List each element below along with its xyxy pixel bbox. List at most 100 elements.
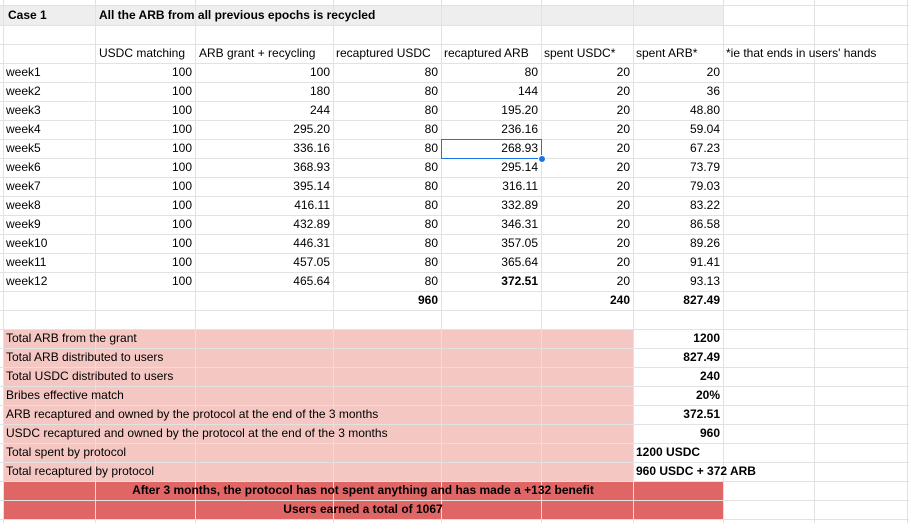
spent-usdc-value[interactable]: 20 [616,198,630,212]
recaptured-usdc-value[interactable]: 80 [424,122,438,136]
col-header-recaptured-usdc[interactable]: recaptured USDC [336,46,431,60]
week-label[interactable]: week11 [6,255,47,269]
spent-arb-value[interactable]: 48.80 [689,103,720,117]
spent-arb-value[interactable]: 83.22 [689,198,720,212]
usdc-matching-value[interactable]: 100 [171,236,192,250]
week-label[interactable]: week5 [6,141,41,155]
recaptured-arb-value[interactable]: 332.89 [501,198,538,212]
recaptured-usdc-value[interactable]: 80 [424,84,438,98]
footnote[interactable]: *ie that ends in users' hands [726,46,877,60]
recaptured-usdc-value[interactable]: 80 [424,255,438,269]
summary-value[interactable]: 1200 [693,331,720,345]
spent-arb-value[interactable]: 86.58 [689,217,720,231]
usdc-matching-value[interactable]: 100 [171,274,192,288]
spent-arb-value[interactable]: 67.23 [689,141,720,155]
usdc-matching-value[interactable]: 100 [171,122,192,136]
recaptured-usdc-value[interactable]: 80 [424,236,438,250]
week-label[interactable]: week6 [6,160,41,174]
week-label[interactable]: week2 [6,84,41,98]
arb-grant-value[interactable]: 446.31 [293,236,330,250]
arb-grant-value[interactable]: 457.05 [293,255,330,269]
summary-label[interactable]: ARB recaptured and owned by the protocol… [6,407,379,421]
arb-grant-value[interactable]: 180 [309,84,330,98]
recaptured-usdc-value[interactable]: 80 [424,65,438,79]
selection-fill-handle[interactable] [538,155,546,163]
summary-value[interactable]: 827.49 [683,350,720,364]
usdc-matching-value[interactable]: 100 [171,217,192,231]
week-label[interactable]: week10 [6,236,48,250]
spent-arb-value[interactable]: 89.26 [689,236,720,250]
conclusion-benefit[interactable]: After 3 months, the protocol has not spe… [132,483,594,497]
recaptured-arb-value[interactable]: 236.16 [501,122,538,136]
total-spent-arb[interactable]: 827.49 [683,293,720,307]
arb-grant-value[interactable]: 416.11 [294,198,330,212]
summary-value[interactable]: 960 USDC + 372 ARB [636,464,756,478]
recaptured-arb-value[interactable]: 372.51 [501,274,538,288]
spent-usdc-value[interactable]: 20 [616,103,630,117]
usdc-matching-value[interactable]: 100 [171,65,192,79]
recaptured-arb-value[interactable]: 365.64 [501,255,538,269]
week-label[interactable]: week4 [6,122,41,136]
recaptured-arb-value[interactable]: 295.14 [501,160,538,174]
recaptured-arb-value[interactable]: 346.31 [501,217,538,231]
recaptured-arb-value[interactable]: 357.05 [501,236,538,250]
spent-usdc-value[interactable]: 20 [616,255,630,269]
spent-arb-value[interactable]: 36 [706,84,720,98]
spent-arb-value[interactable]: 73.79 [689,160,720,174]
summary-label[interactable]: Bribes effective match [6,388,124,402]
recaptured-usdc-value[interactable]: 80 [424,103,438,117]
week-label[interactable]: week1 [6,65,41,79]
recaptured-usdc-value[interactable]: 80 [424,274,438,288]
recaptured-usdc-value[interactable]: 80 [424,198,438,212]
arb-grant-value[interactable]: 295.20 [293,122,330,136]
week-label[interactable]: week3 [6,103,41,117]
conclusion-users-earned[interactable]: Users earned a total of 1067 [283,502,443,516]
arb-grant-value[interactable]: 395.14 [293,179,330,193]
col-header-arb-grant[interactable]: ARB grant + recycling [199,46,316,60]
summary-value[interactable]: 240 [699,369,720,383]
spent-usdc-value[interactable]: 20 [616,236,630,250]
total-recaptured-usdc[interactable]: 960 [417,293,438,307]
summary-label[interactable]: Total ARB distributed to users [6,350,164,364]
usdc-matching-value[interactable]: 100 [171,141,192,155]
summary-label[interactable]: Total USDC distributed to users [6,369,174,383]
recaptured-arb-value[interactable]: 80 [524,65,538,79]
recaptured-usdc-value[interactable]: 80 [424,179,438,193]
recaptured-usdc-value[interactable]: 80 [424,141,438,155]
spent-usdc-value[interactable]: 20 [616,122,630,136]
summary-label[interactable]: Total recaptured by protocol [6,464,155,478]
summary-value[interactable]: 372.51 [683,407,720,421]
col-header-spent-arb[interactable]: spent ARB* [636,46,698,60]
spent-usdc-value[interactable]: 20 [616,65,630,79]
spent-arb-value[interactable]: 59.04 [689,122,720,136]
summary-label[interactable]: USDC recaptured and owned by the protoco… [6,426,388,440]
summary-value[interactable]: 20% [695,388,720,402]
spent-arb-value[interactable]: 93.13 [689,274,720,288]
col-header-spent-usdc[interactable]: spent USDC* [544,46,616,60]
week-label[interactable]: week8 [6,198,41,212]
usdc-matching-value[interactable]: 100 [171,179,192,193]
spent-arb-value[interactable]: 20 [706,65,720,79]
spent-usdc-value[interactable]: 20 [616,274,630,288]
recaptured-arb-value[interactable]: 195.20 [501,103,538,117]
usdc-matching-value[interactable]: 100 [171,198,192,212]
spent-usdc-value[interactable]: 20 [616,160,630,174]
arb-grant-value[interactable]: 336.16 [293,141,330,155]
usdc-matching-value[interactable]: 100 [171,255,192,269]
case-description[interactable]: All the ARB from all previous epochs is … [99,8,376,22]
arb-grant-value[interactable]: 368.93 [293,160,330,174]
arb-grant-value[interactable]: 244 [309,103,330,117]
usdc-matching-value[interactable]: 100 [171,84,192,98]
spent-usdc-value[interactable]: 20 [616,141,630,155]
col-header-recaptured-arb[interactable]: recaptured ARB [444,46,529,60]
usdc-matching-value[interactable]: 100 [171,103,192,117]
spent-usdc-value[interactable]: 20 [616,179,630,193]
recaptured-arb-value[interactable]: 144 [517,84,538,98]
spent-usdc-value[interactable]: 20 [616,217,630,231]
recaptured-arb-value[interactable]: 268.93 [501,141,538,155]
total-spent-usdc[interactable]: 240 [609,293,630,307]
summary-value[interactable]: 1200 USDC [636,445,701,459]
case-title[interactable]: Case 1 [8,8,47,22]
spent-arb-value[interactable]: 79.03 [689,179,720,193]
week-label[interactable]: week7 [6,179,41,193]
